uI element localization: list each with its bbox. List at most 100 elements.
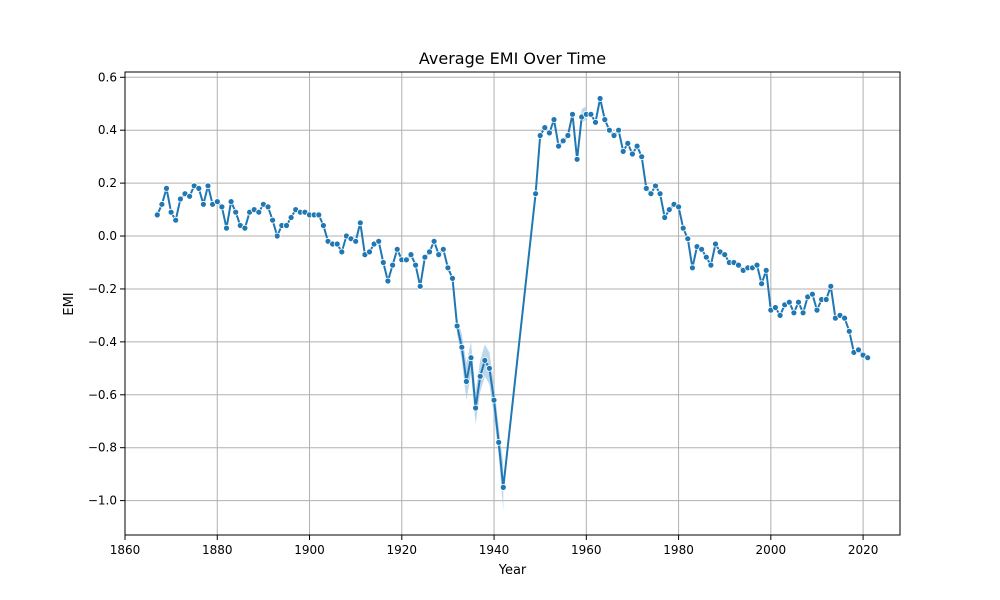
x-tick-label: 1980 xyxy=(663,543,694,557)
data-point xyxy=(204,182,212,190)
data-point xyxy=(550,116,558,123)
data-point xyxy=(186,192,194,200)
data-point xyxy=(721,251,729,259)
data-point xyxy=(232,208,240,216)
data-point xyxy=(541,124,549,131)
data-point xyxy=(402,256,410,264)
data-point xyxy=(573,155,581,163)
x-tick-label: 1940 xyxy=(479,543,510,557)
data-point xyxy=(379,259,387,266)
x-tick-label: 1960 xyxy=(571,543,602,557)
data-point xyxy=(795,298,802,306)
data-point xyxy=(485,364,493,372)
x-tick-label: 1860 xyxy=(110,543,141,557)
data-point xyxy=(656,190,664,198)
data-point xyxy=(352,237,360,245)
data-point xyxy=(426,248,433,256)
data-point xyxy=(684,235,692,243)
data-point xyxy=(467,354,475,362)
data-point xyxy=(153,211,161,219)
data-point xyxy=(845,327,853,335)
y-tick-label: −0.4 xyxy=(88,335,117,349)
data-point xyxy=(629,150,636,158)
x-tick-label: 1900 xyxy=(294,543,325,557)
data-point xyxy=(610,132,618,139)
series-line-path xyxy=(156,97,869,489)
data-point xyxy=(606,126,613,134)
data-point xyxy=(356,219,364,227)
x-axis: 1860 1880 1900 1920 1940 1960 1980 2000 2020 xyxy=(110,535,878,557)
data-point xyxy=(864,354,872,362)
data-point xyxy=(652,182,659,190)
data-point xyxy=(661,214,669,221)
data-point xyxy=(416,282,424,290)
data-point xyxy=(338,248,346,256)
data-point xyxy=(855,346,862,354)
data-point xyxy=(315,211,323,219)
data-point xyxy=(822,296,830,303)
data-point xyxy=(241,224,249,232)
data-point xyxy=(615,126,622,134)
data-point xyxy=(407,251,415,259)
series-line xyxy=(156,97,869,489)
data-point xyxy=(592,118,599,126)
data-point xyxy=(559,137,567,145)
data-point xyxy=(444,264,452,272)
data-point xyxy=(287,214,295,221)
data-point xyxy=(762,266,770,274)
data-point xyxy=(384,277,392,285)
y-axis: 0.6 0.4 0.2 0.0 −0.2 −0.4 −0.6 −0.8 −1.0 xyxy=(88,70,125,508)
y-tick-label: 0.2 xyxy=(98,176,117,190)
data-point xyxy=(163,184,170,192)
series-points xyxy=(153,95,872,491)
data-point xyxy=(790,309,798,317)
data-point xyxy=(841,314,848,322)
data-point xyxy=(785,298,793,306)
y-tick-label: 0.4 xyxy=(98,123,117,137)
data-point xyxy=(333,240,341,248)
data-point xyxy=(799,309,807,317)
data-point xyxy=(223,224,230,232)
data-point xyxy=(213,198,221,206)
data-point xyxy=(813,306,821,314)
y-tick-label: 0.6 xyxy=(98,70,117,84)
data-point xyxy=(665,206,673,214)
data-point xyxy=(555,142,562,150)
data-point xyxy=(227,198,235,206)
data-point xyxy=(776,311,784,319)
data-point xyxy=(264,203,272,211)
y-tick-label: −0.8 xyxy=(88,441,117,455)
data-point xyxy=(689,264,696,272)
data-point xyxy=(647,190,655,198)
data-point xyxy=(753,261,761,269)
data-point xyxy=(601,116,609,123)
data-point xyxy=(809,290,816,298)
x-axis-label: Year xyxy=(498,563,527,578)
confidence-band xyxy=(457,106,587,512)
data-point xyxy=(176,195,184,203)
data-point xyxy=(546,129,553,137)
data-point xyxy=(495,438,503,446)
data-point xyxy=(536,132,544,139)
data-point xyxy=(712,240,719,248)
x-tick-label: 1880 xyxy=(202,543,233,557)
data-point xyxy=(421,253,429,261)
chart-title: Average EMI Over Time xyxy=(419,49,606,68)
data-point xyxy=(172,216,180,224)
data-point xyxy=(758,280,765,288)
data-point xyxy=(490,396,498,404)
data-point xyxy=(638,153,646,161)
data-point xyxy=(412,261,420,269)
data-point xyxy=(393,245,401,253)
data-point xyxy=(624,139,632,147)
x-tick-label: 2000 xyxy=(756,543,787,557)
data-point xyxy=(462,378,470,385)
data-point xyxy=(569,110,576,118)
data-point xyxy=(195,184,203,192)
data-point xyxy=(707,261,715,269)
data-point xyxy=(375,237,383,245)
data-point xyxy=(458,343,466,351)
data-point xyxy=(430,237,438,245)
data-point xyxy=(735,261,742,269)
